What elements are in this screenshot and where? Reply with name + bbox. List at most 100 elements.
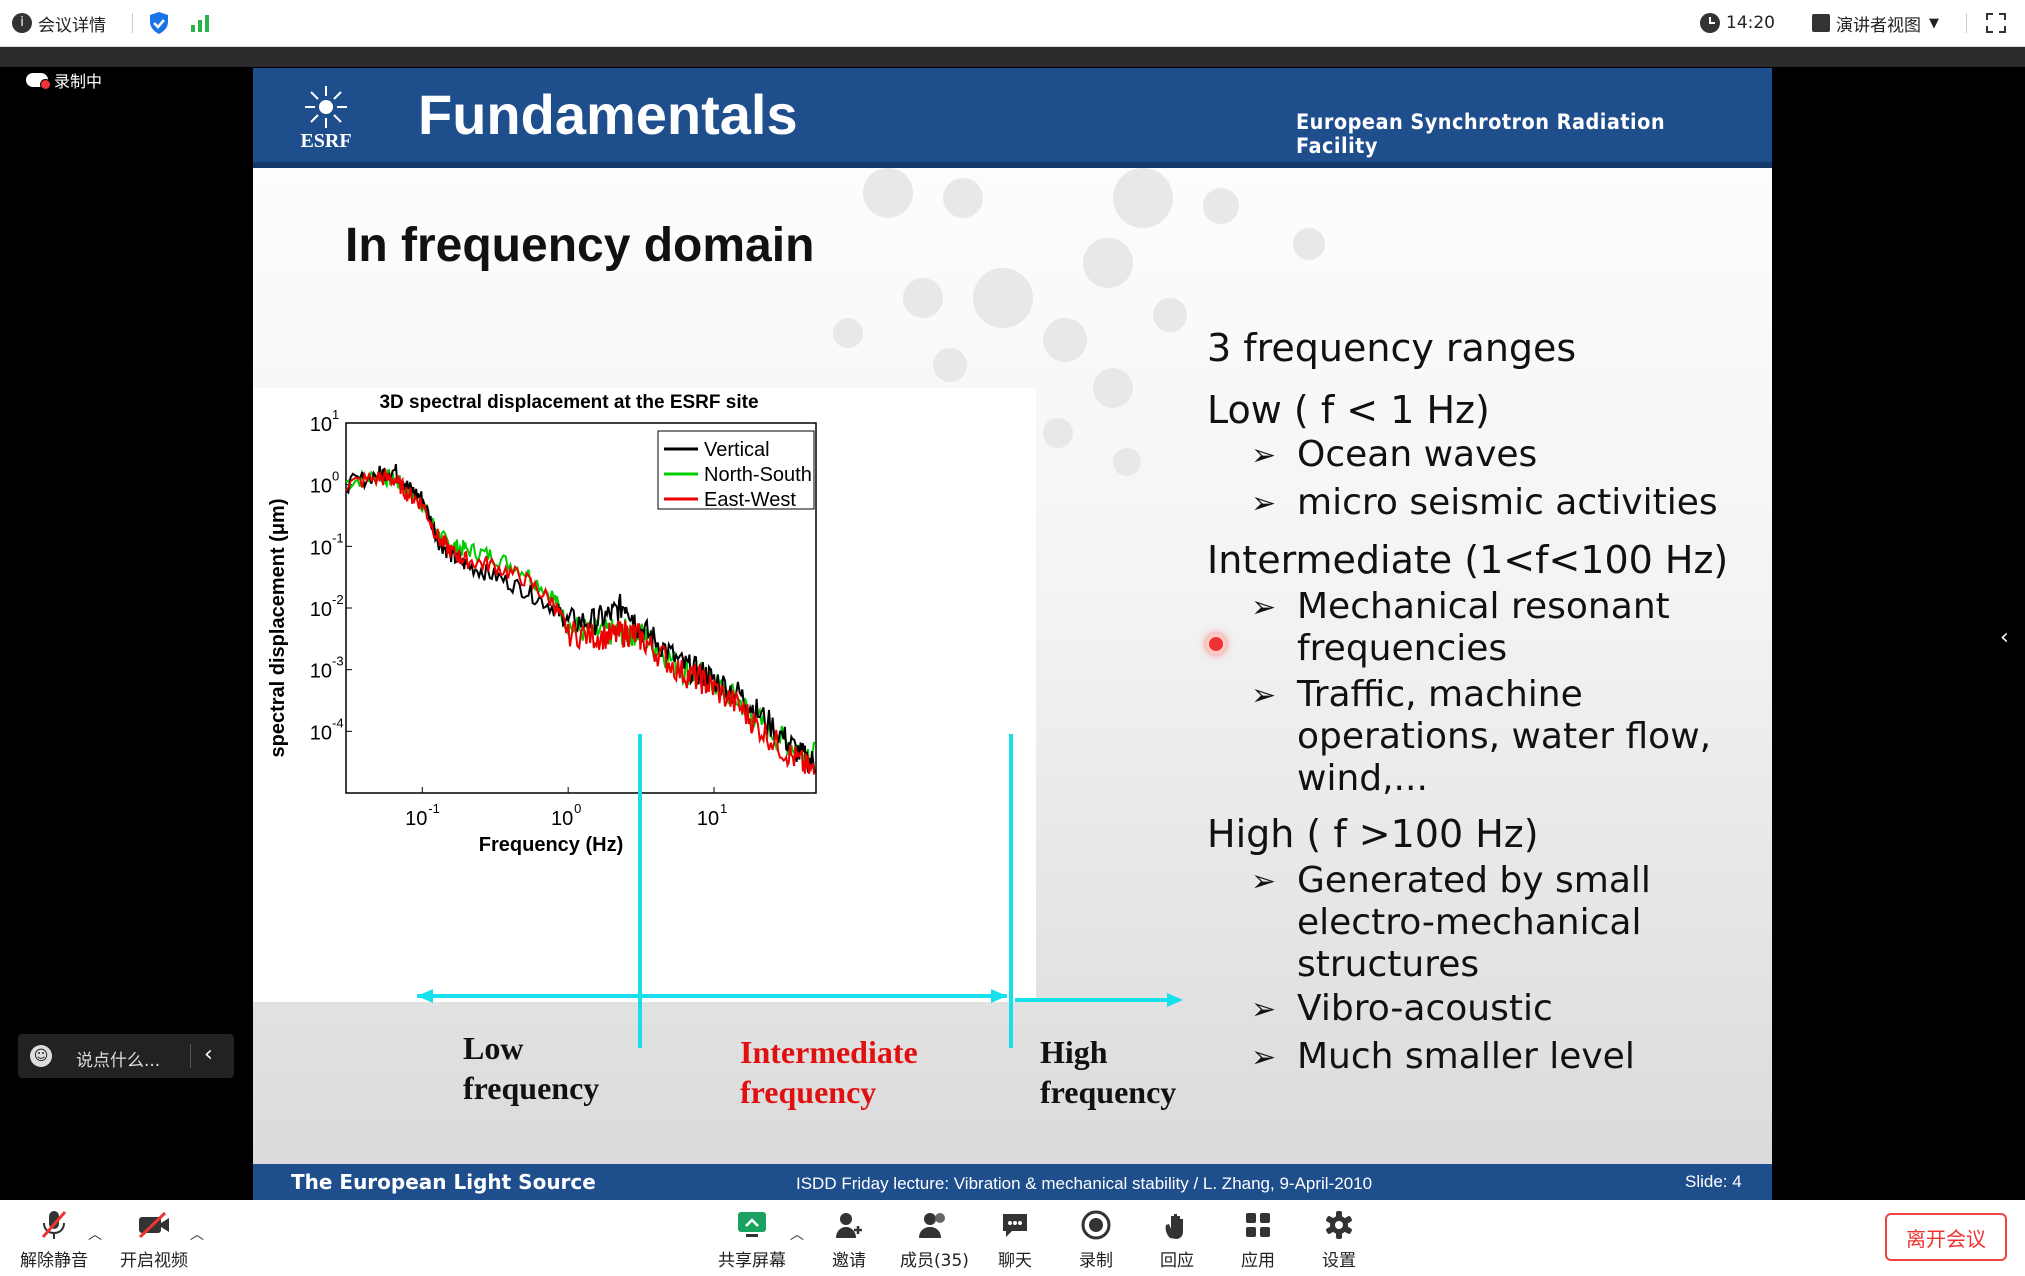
bullet-arrow-icon: ➢: [1251, 486, 1277, 521]
chevron-down-icon: ▼: [1929, 15, 1939, 31]
share-screen-label: 共享屏幕: [718, 1251, 786, 1271]
legend-label: East-West: [704, 489, 796, 511]
unmute-button[interactable]: 解除静音: [20, 1208, 88, 1271]
reaction-button[interactable]: 回应: [1160, 1208, 1194, 1271]
y-tick-label: 10: [310, 661, 332, 683]
footer-slide-number: Slide: 4: [1685, 1172, 1742, 1191]
share-screen-button[interactable]: 共享屏幕: [718, 1208, 786, 1271]
y-tick-label: 10: [310, 722, 332, 744]
presenter-view-label: 演讲者视图: [1836, 15, 1921, 36]
hand-reaction-icon: [1160, 1208, 1194, 1242]
esrf-logo-text: ESRF: [300, 130, 352, 152]
chat-button[interactable]: 聊天: [998, 1208, 1032, 1271]
high-item-1c: structures: [1297, 944, 1480, 985]
bullet-arrow-icon: ➢: [1251, 1040, 1277, 1075]
reaction-label: 回应: [1160, 1251, 1194, 1271]
settings-label: 设置: [1322, 1251, 1356, 1271]
bullet-arrow-icon: ➢: [1251, 992, 1277, 1027]
security-shield-icon[interactable]: [148, 10, 170, 36]
spectral-chart: 3D spectral displacement at the ESRF sit…: [267, 392, 817, 856]
apps-label: 应用: [1241, 1251, 1275, 1271]
cloud-record-icon: [26, 73, 51, 90]
apps-grid-icon: [1241, 1208, 1275, 1242]
record-icon: [1079, 1208, 1113, 1242]
band-high-line1: High: [1040, 1034, 1108, 1070]
bottom-toolbar: 解除静音 ︿ 开启视频 ︿ 共享屏幕 ︿ 邀请 成员(35) 聊天 录制 回应 …: [0, 1200, 2025, 1276]
x-tick-exponent: 0: [574, 801, 581, 816]
chat-bubble-icon: [998, 1208, 1032, 1242]
bullet-arrow-icon: ➢: [1251, 438, 1277, 473]
y-axis-label: spectral displacement (μm): [267, 499, 289, 758]
unmute-label: 解除静音: [20, 1251, 88, 1271]
camera-off-icon: [137, 1208, 171, 1242]
mid-item-2b: operations, water flow,: [1297, 716, 1712, 757]
x-axis-label: Frequency (Hz): [479, 834, 623, 856]
start-video-label: 开启视频: [120, 1251, 188, 1271]
chat-placeholder: 说点什么...: [76, 1051, 161, 1071]
band-mid-line1: Intermediate: [740, 1034, 918, 1070]
y-tick-exponent: 1: [332, 407, 339, 422]
footer-middle: ISDD Friday lecture: Vibration & mechani…: [796, 1174, 1373, 1193]
clock: 14:20: [1700, 10, 1775, 36]
members-icon: [917, 1208, 951, 1242]
collapse-right-handle[interactable]: ‹: [2000, 625, 2009, 650]
settings-button[interactable]: 设置: [1322, 1208, 1356, 1271]
band-low-label: Low frequency: [463, 1028, 599, 1108]
chat-label: 聊天: [998, 1251, 1032, 1271]
low-item-1: Ocean waves: [1297, 434, 1538, 475]
y-tick-label: 10: [310, 414, 332, 436]
recording-label: 录制中: [54, 72, 103, 91]
start-video-button[interactable]: 开启视频: [120, 1208, 188, 1271]
high-item-1b: electro-mechanical: [1297, 902, 1642, 943]
x-tick-label: 10: [551, 808, 573, 830]
y-tick-exponent: -4: [332, 715, 344, 730]
legend-label: North-South: [704, 464, 812, 486]
high-item-2: Vibro-acoustic: [1297, 988, 1553, 1029]
arrowhead-right: [1167, 993, 1183, 1007]
chat-input-box[interactable]: ☺ 说点什么... ‹: [18, 1034, 234, 1078]
members-label: 成员(35): [900, 1251, 969, 1271]
fullscreen-icon[interactable]: [1985, 10, 2007, 36]
meeting-details-label: 会议详情: [38, 15, 106, 36]
leave-meeting-button[interactable]: 离开会议: [1885, 1213, 2007, 1261]
video-top-strip: [0, 47, 2025, 67]
x-tick-label: 10: [697, 808, 719, 830]
legend-label: Vertical: [704, 439, 770, 461]
presenter-view-button[interactable]: 演讲者视图 ▼: [1812, 10, 1939, 36]
record-label: 录制: [1079, 1251, 1113, 1271]
record-button[interactable]: 录制: [1079, 1208, 1113, 1271]
y-tick-label: 10: [310, 599, 332, 621]
slide-subtitle: In frequency domain: [345, 219, 815, 272]
recording-indicator: 录制中: [26, 68, 102, 92]
signal-icon[interactable]: [190, 10, 212, 36]
x-tick-exponent: 1: [720, 801, 727, 816]
arrowhead-mid: [991, 989, 1007, 1003]
chevron-left-icon[interactable]: ‹: [204, 1042, 213, 1067]
chevron-up-icon[interactable]: ︿: [190, 1227, 204, 1243]
intermediate-heading: Intermediate (1<f<100 Hz): [1207, 538, 1729, 582]
slide-title: Fundamentals: [418, 83, 798, 146]
invite-button[interactable]: 邀请: [832, 1208, 866, 1271]
mid-item-2a: Traffic, machine: [1297, 674, 1583, 715]
legend-box: [657, 430, 815, 510]
members-button[interactable]: 成员(35): [900, 1208, 969, 1271]
apps-button[interactable]: 应用: [1241, 1208, 1275, 1271]
shared-slide: ESRF Fundamentals European Synchrotron R…: [253, 68, 1772, 1200]
chart-title: 3D spectral displacement at the ESRF sit…: [379, 392, 758, 413]
y-tick-exponent: -3: [332, 654, 344, 669]
emoji-icon[interactable]: ☺: [30, 1045, 52, 1067]
y-tick-exponent: -1: [332, 530, 344, 545]
low-item-2: micro seismic activities: [1297, 482, 1718, 523]
band-annotation-overlay: [417, 734, 1183, 1048]
chevron-up-icon[interactable]: ︿: [790, 1227, 804, 1243]
high-item-3: Much smaller level: [1297, 1036, 1635, 1077]
footer-left: The European Light Source: [291, 1170, 596, 1194]
mid-item-1b: frequencies: [1297, 628, 1508, 669]
high-item-1a: Generated by small: [1297, 860, 1651, 901]
bullet-arrow-icon: ➢: [1251, 590, 1277, 625]
band-high-label: High frequency: [1040, 1032, 1176, 1112]
meeting-details[interactable]: i 会议详情: [12, 10, 106, 36]
chevron-up-icon[interactable]: ︿: [88, 1227, 102, 1243]
band-low-line2: frequency: [463, 1070, 600, 1106]
mid-item-2c: wind,...: [1297, 758, 1428, 799]
